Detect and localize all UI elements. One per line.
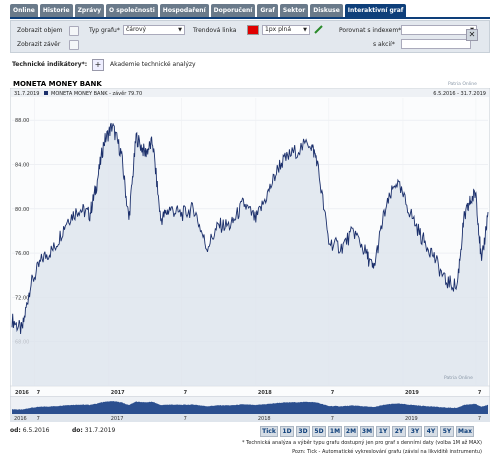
navigator-tick-label: 2018: [258, 416, 271, 422]
chart-source: Patria Online: [448, 82, 477, 87]
technical-indicators-row: Technické indikátory*: + Akademie techni…: [10, 59, 490, 71]
x-tick-label: 7: [37, 390, 41, 396]
period-button-1d[interactable]: 1D: [280, 426, 294, 437]
tab-3[interactable]: O společnosti: [106, 4, 158, 17]
period-button-tick[interactable]: Tick: [260, 426, 278, 437]
tab-6[interactable]: Graf: [257, 4, 278, 17]
legend-swatch: [44, 91, 48, 95]
chevron-down-icon: ▼: [178, 27, 182, 33]
period-button-4y[interactable]: 4Y: [424, 426, 438, 437]
show-close-checkbox[interactable]: [69, 40, 79, 50]
navigator-tick-label: 7: [37, 416, 40, 422]
period-button-5y[interactable]: 5Y: [440, 426, 454, 437]
period-button-3d[interactable]: 3D: [296, 426, 310, 437]
period-button-5d[interactable]: 5D: [312, 426, 326, 437]
x-tick-label: 7: [331, 390, 335, 396]
series-area: [12, 123, 488, 386]
note-technical-analysis: * Technická analýza a výběr typu grafu d…: [241, 440, 482, 446]
legend-date: 31.7.2019: [14, 91, 39, 97]
note-tick: Pozn: Tick - Automatické vykreslování gr…: [292, 449, 482, 455]
y-tick-label: 76.00: [15, 251, 29, 257]
x-tick-label: 2016: [15, 390, 29, 396]
tab-bar: Online Historie Zprávy O společnosti Hospoda…: [10, 4, 407, 17]
tab-underline: [10, 17, 490, 19]
navigator-tick-label: 7: [331, 416, 334, 422]
add-indicator-button[interactable]: +: [92, 59, 104, 71]
tab-8[interactable]: Diskuse: [310, 4, 343, 17]
trend-line-label: Trendová linka: [193, 27, 237, 34]
compare-stock-input[interactable]: [401, 39, 471, 49]
navigator-axis: [10, 414, 490, 422]
chart-type-label: Typ grafu*: [89, 27, 120, 34]
period-button-3m[interactable]: 3M: [360, 426, 374, 437]
period-button-3y[interactable]: 3Y: [408, 426, 422, 437]
legend-bar: [11, 89, 489, 97]
navigator-area: [12, 401, 488, 414]
tab-9[interactable]: Interaktivní graf: [344, 4, 407, 17]
navigator-tick-label: 2019: [405, 416, 418, 422]
y-tick-label: 88.00: [15, 118, 29, 124]
pencil-icon[interactable]: [313, 24, 324, 35]
trend-line-width-select[interactable]: 1px plná ▼: [262, 25, 310, 35]
show-volume-checkbox[interactable]: [69, 26, 79, 36]
y-tick-label: 80.00: [15, 207, 29, 213]
series-line: [11, 122, 489, 335]
x-tick-label: 2018: [258, 390, 272, 396]
tab-1[interactable]: Historie: [39, 4, 73, 17]
tab-4[interactable]: Hospodaření: [159, 4, 209, 17]
price-chart[interactable]: 31.7.2019 MONETA MONEY BANK - závěr 79.70…: [10, 88, 490, 398]
chart-title: MONETA MONEY BANK: [13, 80, 102, 88]
period-button-1m[interactable]: 1M: [328, 426, 342, 437]
chart-watermark: Patria Online: [444, 376, 473, 381]
y-tick-label: 72.00: [15, 295, 29, 301]
tab-7[interactable]: Sektor: [279, 4, 309, 17]
close-icon[interactable]: ✕: [466, 29, 478, 41]
trend-line-color-swatch[interactable]: [247, 25, 259, 35]
from-date-value[interactable]: 6.5.2016: [22, 427, 50, 434]
navigator-tick-label: 2017: [111, 416, 124, 422]
chart-type-value: čárový: [126, 26, 147, 33]
period-button-2y[interactable]: 2Y: [392, 426, 406, 437]
show-close-label: Zobrazit závěr: [17, 41, 61, 48]
compare-index-label: Porovnat s indexem*: [339, 27, 402, 34]
show-volume-label: Zobrazit objem: [17, 27, 63, 34]
trend-line-width-value: 1px plná: [265, 26, 292, 33]
to-date-value[interactable]: 31.7.2019: [84, 427, 116, 434]
navigator-tick-label: 7: [478, 416, 481, 422]
tab-5[interactable]: Doporučení: [210, 4, 256, 17]
from-date-label: od: 6.5.2016: [10, 427, 50, 434]
period-button-max[interactable]: Max: [456, 426, 474, 437]
tab-0[interactable]: Online: [10, 4, 38, 17]
navigator-chart[interactable]: 2016 7 2017 7 2018 7 2019 7: [10, 396, 490, 422]
chart-type-select[interactable]: čárový ▼: [123, 25, 185, 35]
x-tick-label: 7: [184, 390, 188, 396]
compare-stock-label: s akcií*: [373, 41, 395, 48]
academy-link[interactable]: Akademie technické analýzy: [110, 61, 196, 68]
period-button-2m[interactable]: 2M: [344, 426, 358, 437]
y-tick-label: 84.00: [15, 162, 29, 168]
to-date-label: do: 31.7.2019: [72, 427, 116, 434]
navigator-tick-label: 2016: [14, 416, 27, 422]
chart-settings-panel: Zobrazit objem Zobrazit závěr Typ grafu*…: [10, 20, 490, 53]
period-button-1y[interactable]: 1Y: [376, 426, 390, 437]
navigator-tick-label: 7: [184, 416, 187, 422]
x-tick-label: 7: [478, 390, 482, 396]
technical-indicators-label: Technické indikátory*:: [12, 61, 88, 68]
x-tick-label: 2017: [111, 390, 125, 396]
legend-range: 6.5.2016 - 31.7.2019: [433, 91, 486, 97]
x-tick-label: 2019: [405, 390, 419, 396]
tab-2[interactable]: Zprávy: [74, 4, 105, 17]
legend-series: MONETA MONEY BANK - závěr 79.70: [51, 90, 142, 97]
chevron-down-icon: ▼: [303, 27, 307, 33]
